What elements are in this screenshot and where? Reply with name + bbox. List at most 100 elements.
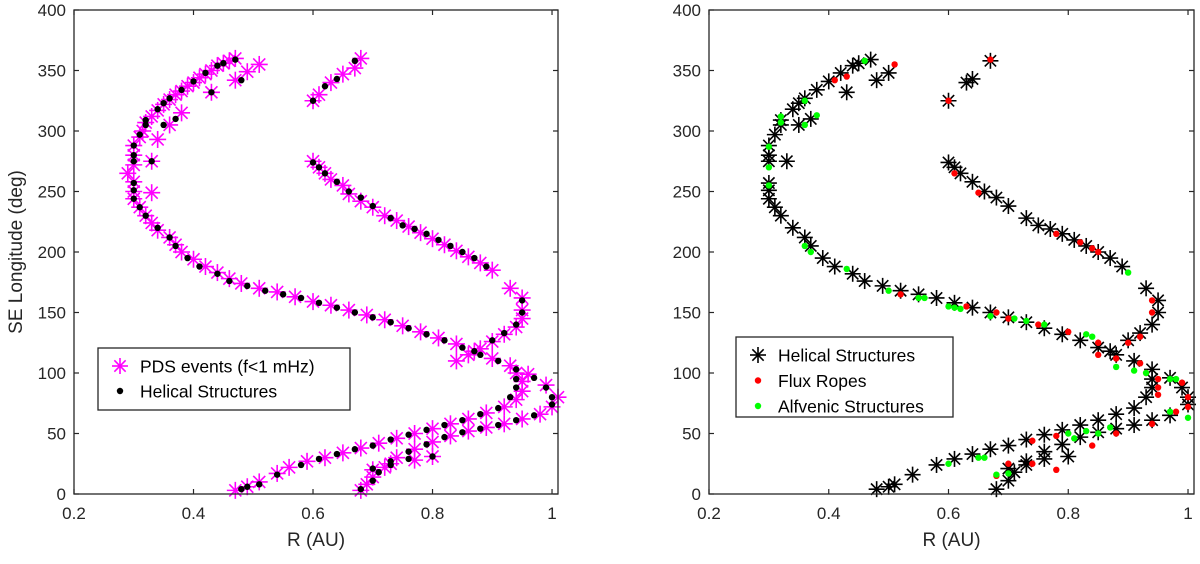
data-point bbox=[1144, 316, 1161, 333]
data-point bbox=[369, 465, 376, 472]
data-point bbox=[904, 466, 921, 483]
data-point bbox=[405, 448, 412, 455]
data-point bbox=[441, 337, 448, 344]
data-point bbox=[143, 184, 161, 202]
data-point bbox=[1060, 448, 1077, 465]
y-axis-label: SE Longitude (deg) bbox=[6, 170, 27, 334]
y-tick-label: 250 bbox=[673, 183, 701, 202]
data-point bbox=[1089, 245, 1096, 252]
data-point bbox=[542, 384, 550, 391]
data-point bbox=[880, 64, 897, 81]
data-point bbox=[772, 207, 789, 224]
data-point bbox=[184, 254, 191, 262]
data-point bbox=[441, 427, 459, 445]
data-point bbox=[148, 158, 155, 165]
data-point bbox=[1154, 375, 1162, 383]
data-point bbox=[518, 309, 526, 316]
data-point bbox=[1065, 328, 1072, 336]
data-point bbox=[928, 289, 945, 306]
data-point bbox=[172, 242, 179, 250]
data-point bbox=[945, 460, 952, 467]
data-point bbox=[495, 357, 502, 365]
y-tick-label: 50 bbox=[47, 425, 66, 444]
data-point bbox=[530, 412, 538, 419]
y-tick-label: 0 bbox=[57, 485, 66, 504]
data-point bbox=[297, 461, 305, 469]
data-point bbox=[862, 51, 879, 68]
y-tick-label: 150 bbox=[38, 304, 66, 323]
data-point bbox=[1184, 394, 1192, 401]
x-tick-label: 0.4 bbox=[182, 504, 206, 523]
data-point bbox=[130, 179, 137, 187]
plot-area bbox=[119, 49, 567, 499]
data-point bbox=[765, 182, 773, 189]
legend-marker-dot-icon bbox=[116, 387, 124, 395]
data-point bbox=[1083, 331, 1090, 338]
data-point bbox=[807, 248, 814, 256]
data-point bbox=[1005, 460, 1012, 467]
data-point bbox=[333, 450, 341, 458]
y-tick-label: 250 bbox=[38, 183, 66, 202]
data-point bbox=[814, 250, 831, 267]
data-point bbox=[1138, 280, 1155, 297]
data-point bbox=[387, 318, 394, 326]
data-point bbox=[142, 121, 149, 129]
data-point bbox=[423, 230, 430, 238]
legend-entry-label: Helical Structures bbox=[778, 346, 915, 366]
data-point bbox=[1000, 198, 1017, 215]
data-point bbox=[501, 279, 519, 297]
data-point bbox=[868, 72, 885, 89]
data-point bbox=[130, 158, 137, 165]
data-point bbox=[130, 195, 137, 202]
data-point bbox=[766, 126, 783, 143]
data-point bbox=[1090, 412, 1107, 429]
data-point bbox=[411, 225, 418, 233]
data-point bbox=[1148, 297, 1156, 304]
y-tick-label: 150 bbox=[673, 304, 701, 323]
data-point bbox=[981, 454, 988, 461]
data-point bbox=[214, 270, 221, 277]
plot-area bbox=[760, 51, 1197, 498]
data-point bbox=[1150, 304, 1167, 321]
data-point bbox=[1126, 400, 1143, 417]
data-point bbox=[784, 219, 801, 236]
data-point bbox=[915, 294, 922, 302]
data-point bbox=[321, 170, 329, 177]
data-point bbox=[495, 404, 502, 412]
series-flux-ropes bbox=[831, 56, 1192, 480]
data-point bbox=[1112, 355, 1120, 362]
data-point bbox=[964, 173, 981, 190]
data-point bbox=[1112, 363, 1120, 371]
data-point bbox=[885, 287, 892, 294]
data-point bbox=[518, 297, 526, 304]
data-point bbox=[1166, 375, 1174, 383]
data-point bbox=[405, 325, 412, 332]
data-point bbox=[512, 321, 520, 328]
data-point bbox=[1005, 470, 1012, 477]
data-point bbox=[369, 202, 376, 210]
y-tick-label: 300 bbox=[38, 122, 66, 141]
data-point bbox=[1053, 432, 1060, 440]
data-point bbox=[286, 288, 304, 306]
data-point bbox=[501, 329, 508, 337]
data-point bbox=[1036, 450, 1053, 467]
data-point bbox=[548, 401, 556, 408]
data-point bbox=[160, 99, 167, 107]
data-point bbox=[1041, 321, 1048, 328]
x-tick-label: 1 bbox=[547, 504, 556, 523]
data-point bbox=[880, 478, 897, 495]
data-point bbox=[202, 69, 209, 77]
data-point bbox=[1011, 315, 1018, 322]
data-point bbox=[988, 189, 1005, 206]
data-point bbox=[801, 97, 809, 104]
data-point bbox=[1090, 339, 1107, 356]
data-point bbox=[190, 78, 197, 85]
data-point bbox=[405, 431, 412, 438]
data-point bbox=[238, 76, 245, 84]
data-point bbox=[1130, 367, 1138, 374]
x-axis-label: R (AU) bbox=[287, 530, 345, 551]
data-point bbox=[1053, 466, 1060, 473]
data-point bbox=[1166, 408, 1174, 415]
data-point bbox=[831, 76, 838, 84]
data-point bbox=[226, 277, 233, 285]
